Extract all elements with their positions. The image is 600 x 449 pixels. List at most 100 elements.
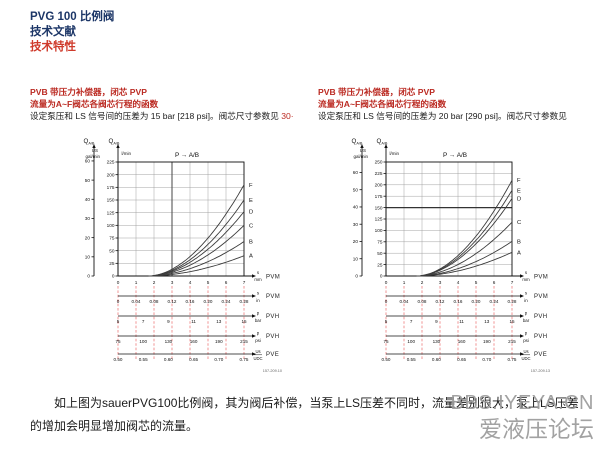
page-title: PVG 100 比例阀	[30, 11, 115, 23]
svg-text:30: 30	[353, 222, 359, 227]
svg-text:30: 30	[85, 216, 91, 221]
svg-text:0.50: 0.50	[382, 357, 391, 362]
svg-text:0.55: 0.55	[407, 357, 416, 362]
svg-text:p: p	[525, 311, 528, 316]
commentary-paragraph: 如上图为sauerPVG100比例阀，其为阀后补偿，当泵上LS压差不同时，流量差…	[30, 396, 579, 433]
svg-text:F: F	[249, 183, 253, 189]
svg-text:125: 125	[107, 210, 115, 215]
svg-text:0.12: 0.12	[168, 299, 177, 304]
svg-text:6: 6	[493, 280, 496, 285]
svg-text:0.04: 0.04	[132, 299, 141, 304]
svg-text:bar: bar	[523, 318, 530, 323]
svg-text:6: 6	[225, 280, 228, 285]
svg-text:PVH: PVH	[266, 314, 280, 320]
svg-text:190: 190	[483, 339, 491, 344]
svg-text:75: 75	[383, 339, 389, 344]
svg-text:0.04: 0.04	[400, 299, 409, 304]
svg-text:1: 1	[135, 280, 138, 285]
svg-text:bar: bar	[255, 318, 262, 323]
svg-text:0: 0	[87, 274, 90, 279]
svg-text:in: in	[524, 298, 528, 303]
svg-text:C: C	[249, 223, 253, 229]
svg-text:E: E	[249, 198, 253, 204]
svg-text:60: 60	[85, 159, 91, 164]
svg-text:130: 130	[433, 339, 441, 344]
svg-text:Us: Us	[523, 349, 528, 354]
svg-text:40: 40	[353, 205, 359, 210]
svg-text:75: 75	[377, 240, 383, 245]
svg-text:100: 100	[407, 339, 415, 344]
svg-text:13: 13	[216, 319, 222, 324]
svg-text:160: 160	[458, 339, 466, 344]
svg-text:5: 5	[207, 280, 210, 285]
svg-text:A: A	[517, 250, 521, 256]
svg-text:QA/B: QA/B	[352, 138, 363, 145]
svg-text:p: p	[257, 331, 260, 336]
svg-text:175: 175	[375, 194, 383, 199]
svg-text:in: in	[256, 298, 260, 303]
svg-text:4: 4	[457, 280, 460, 285]
svg-text:QA/B: QA/B	[109, 138, 120, 145]
svg-text:50: 50	[377, 251, 383, 256]
svg-text:1: 1	[403, 280, 406, 285]
svg-text:PVM: PVM	[266, 275, 280, 281]
svg-text:PVH: PVH	[534, 334, 548, 340]
watermark-url: BBS.IYEYA.CN	[450, 392, 594, 414]
svg-text:A: A	[249, 254, 253, 260]
svg-text:gal/min: gal/min	[85, 154, 100, 159]
section-title: 技术特性	[30, 41, 76, 54]
svg-text:225: 225	[107, 160, 115, 165]
svg-text:225: 225	[375, 171, 383, 176]
svg-text:125: 125	[375, 217, 383, 222]
svg-text:l/min: l/min	[121, 151, 131, 156]
svg-text:15: 15	[509, 319, 515, 324]
svg-text:157-209.13: 157-209.13	[531, 369, 550, 373]
svg-text:psi: psi	[255, 338, 261, 343]
intro-left-red-line-1: PVB 带压力补偿器，闭芯 PVP	[30, 87, 147, 97]
svg-text:0.55: 0.55	[139, 357, 148, 362]
svg-text:150: 150	[375, 205, 383, 210]
svg-text:0.16: 0.16	[186, 299, 195, 304]
svg-text:s: s	[525, 291, 528, 296]
svg-text:100: 100	[107, 223, 115, 228]
svg-text:7: 7	[243, 280, 246, 285]
svg-text:100: 100	[139, 339, 147, 344]
svg-text:0.75: 0.75	[508, 357, 517, 362]
svg-text:0.75: 0.75	[240, 357, 249, 362]
svg-text:10: 10	[353, 256, 359, 261]
svg-text:PVH: PVH	[534, 314, 548, 320]
svg-text:QA/B: QA/B	[84, 138, 95, 145]
svg-text:0.60: 0.60	[432, 357, 441, 362]
flow-chart-20bar: 0 10 20 30 40 50 60 0 25 50 75 100 125 150 175 200 225 25…	[328, 134, 580, 380]
svg-text:0.16: 0.16	[454, 299, 463, 304]
intro-right-body: 设定泵压和 LS 信号间的压差为 20 bar [290 psi]。阀芯尺寸参数…	[318, 110, 596, 122]
svg-text:157-209.10: 157-209.10	[263, 369, 282, 373]
svg-text:gal/min: gal/min	[353, 154, 368, 159]
document-header: PVG 100 比例阀 技术文献 技术特性	[30, 10, 114, 56]
svg-text:3: 3	[171, 280, 174, 285]
svg-text:190: 190	[215, 339, 223, 344]
svg-text:15: 15	[241, 319, 247, 324]
svg-text:psi: psi	[523, 338, 529, 343]
svg-text:150: 150	[107, 198, 115, 203]
svg-text:US: US	[360, 148, 366, 153]
svg-text:11: 11	[459, 319, 464, 324]
svg-text:C: C	[517, 220, 521, 226]
svg-text:75: 75	[109, 236, 115, 241]
svg-text:0.08: 0.08	[418, 299, 427, 304]
svg-text:s: s	[257, 270, 260, 275]
svg-text:F: F	[517, 178, 521, 184]
svg-text:0: 0	[117, 299, 120, 304]
svg-text:P → A/B: P → A/B	[443, 152, 467, 159]
svg-text:0.12: 0.12	[436, 299, 445, 304]
svg-text:20: 20	[85, 235, 91, 240]
svg-text:25: 25	[109, 261, 115, 266]
svg-text:20: 20	[353, 239, 359, 244]
svg-text:0.08: 0.08	[150, 299, 159, 304]
svg-text:0.50: 0.50	[114, 357, 123, 362]
svg-text:0: 0	[380, 274, 383, 279]
flow-curve-chart-svg: 01020304050600255075100125150175200225QA…	[84, 138, 282, 373]
svg-text:0: 0	[112, 274, 115, 279]
svg-text:0: 0	[385, 280, 388, 285]
